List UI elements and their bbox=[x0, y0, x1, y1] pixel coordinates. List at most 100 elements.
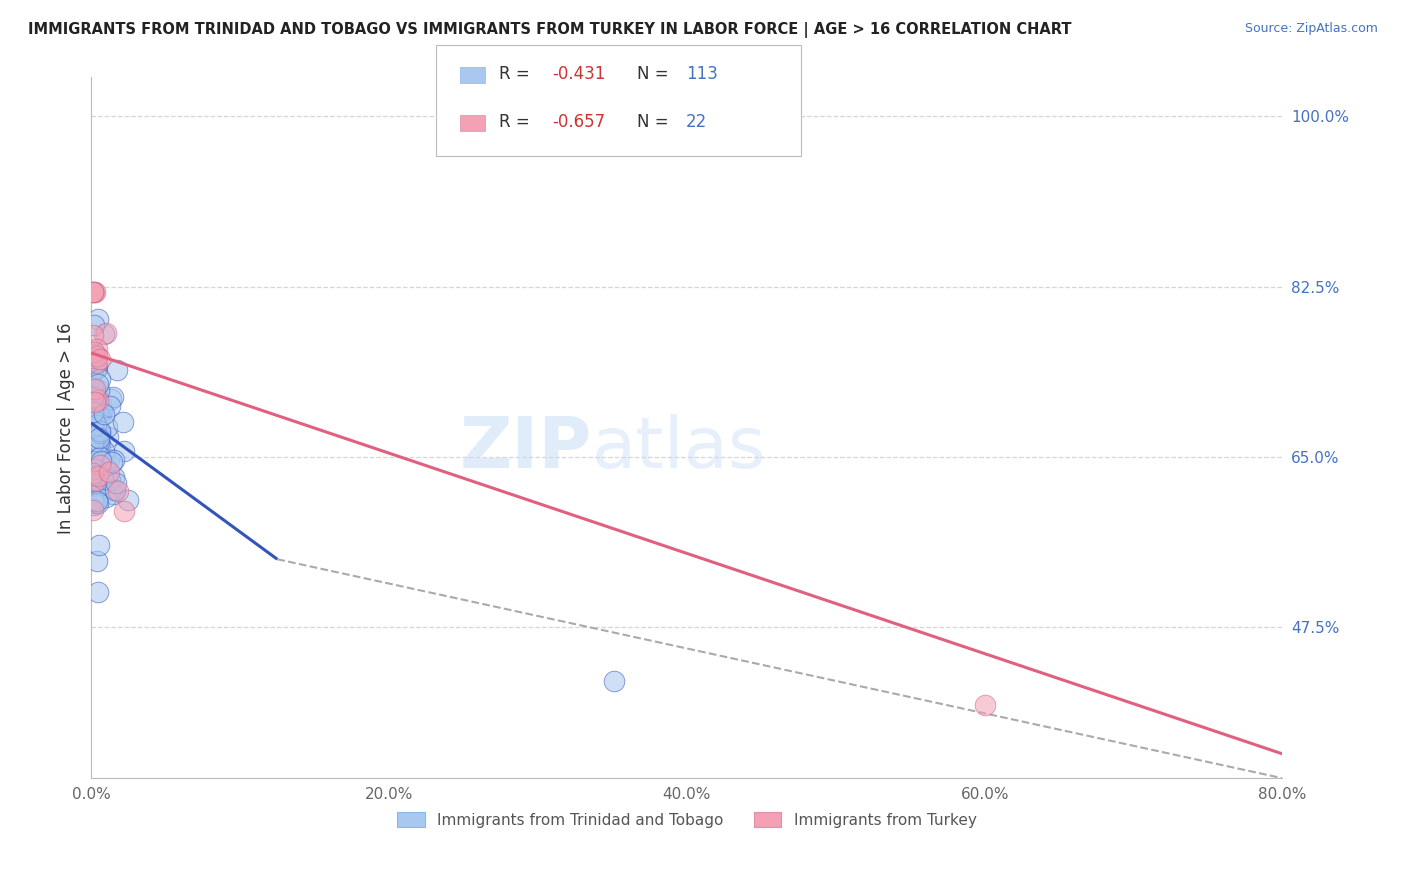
Point bbox=[93, 326, 115, 341]
Point bbox=[103, 487, 125, 501]
Point bbox=[83, 383, 105, 397]
Point bbox=[84, 416, 107, 430]
Text: 113: 113 bbox=[686, 65, 718, 83]
Point bbox=[84, 400, 107, 414]
Text: Source: ZipAtlas.com: Source: ZipAtlas.com bbox=[1244, 22, 1378, 36]
Point bbox=[83, 445, 105, 459]
Point bbox=[84, 475, 107, 489]
Point bbox=[82, 450, 104, 465]
Point bbox=[83, 318, 105, 332]
Point bbox=[89, 409, 111, 424]
Point bbox=[104, 475, 127, 490]
Point bbox=[82, 453, 104, 467]
Point bbox=[83, 405, 105, 419]
Point bbox=[93, 443, 115, 458]
Point bbox=[96, 326, 118, 340]
Point bbox=[82, 503, 104, 517]
Point bbox=[87, 585, 110, 599]
Point bbox=[89, 431, 111, 445]
Point bbox=[98, 452, 121, 467]
Point bbox=[82, 437, 104, 451]
Point bbox=[84, 454, 107, 468]
Point bbox=[82, 429, 104, 443]
Point bbox=[86, 349, 108, 363]
Point bbox=[87, 479, 110, 493]
Point bbox=[112, 444, 135, 458]
Point bbox=[82, 390, 104, 404]
Text: N =: N = bbox=[637, 113, 673, 131]
Point bbox=[82, 351, 104, 365]
Point bbox=[83, 427, 105, 442]
Point bbox=[86, 469, 108, 483]
Point bbox=[83, 425, 105, 439]
Text: ZIP: ZIP bbox=[460, 415, 592, 483]
Point bbox=[87, 538, 110, 552]
Point bbox=[93, 407, 115, 421]
Point bbox=[83, 389, 105, 403]
Point bbox=[90, 402, 112, 417]
Point bbox=[82, 468, 104, 483]
Point bbox=[84, 434, 107, 448]
Point bbox=[83, 499, 105, 513]
Point bbox=[84, 462, 107, 476]
Point bbox=[84, 442, 107, 457]
Point bbox=[94, 491, 117, 505]
Point bbox=[86, 342, 108, 356]
Point bbox=[86, 554, 108, 568]
Point bbox=[89, 450, 111, 464]
Point bbox=[82, 425, 104, 440]
Point bbox=[83, 434, 105, 448]
Point bbox=[84, 391, 107, 405]
Point bbox=[82, 411, 104, 425]
Point bbox=[89, 352, 111, 367]
Point bbox=[83, 285, 105, 299]
Point bbox=[84, 285, 107, 299]
Point bbox=[82, 390, 104, 404]
Point bbox=[82, 454, 104, 468]
Point bbox=[82, 285, 104, 299]
Point bbox=[84, 385, 107, 400]
Point bbox=[91, 472, 114, 486]
Point bbox=[83, 344, 105, 359]
Point bbox=[89, 434, 111, 449]
Point bbox=[105, 363, 128, 377]
Point bbox=[84, 355, 107, 369]
Point bbox=[89, 458, 111, 472]
Point bbox=[82, 460, 104, 475]
Point bbox=[82, 466, 104, 480]
Point bbox=[91, 404, 114, 418]
Point bbox=[90, 396, 112, 410]
Point bbox=[117, 493, 139, 508]
Point bbox=[104, 483, 127, 497]
Point bbox=[82, 447, 104, 461]
Point bbox=[83, 413, 105, 427]
Text: atlas: atlas bbox=[592, 415, 766, 483]
Point bbox=[82, 425, 104, 440]
Point bbox=[83, 347, 105, 361]
Point bbox=[82, 423, 104, 437]
Point bbox=[82, 363, 104, 377]
Point bbox=[86, 361, 108, 376]
Point bbox=[84, 395, 107, 409]
Point bbox=[87, 407, 110, 421]
Point bbox=[82, 420, 104, 434]
Point bbox=[86, 431, 108, 445]
Point bbox=[82, 393, 104, 408]
Point bbox=[84, 496, 107, 510]
Point bbox=[90, 401, 112, 416]
Point bbox=[87, 441, 110, 455]
Point bbox=[84, 418, 107, 433]
Point bbox=[86, 393, 108, 408]
Point bbox=[84, 356, 107, 370]
Point bbox=[82, 447, 104, 461]
Point bbox=[111, 415, 134, 429]
Point bbox=[82, 327, 104, 342]
Point bbox=[603, 673, 626, 688]
Point bbox=[82, 492, 104, 507]
Point bbox=[82, 422, 104, 436]
Point bbox=[100, 455, 122, 469]
Point bbox=[103, 390, 125, 404]
Point bbox=[89, 372, 111, 386]
Point bbox=[112, 503, 135, 517]
Point bbox=[98, 399, 121, 413]
